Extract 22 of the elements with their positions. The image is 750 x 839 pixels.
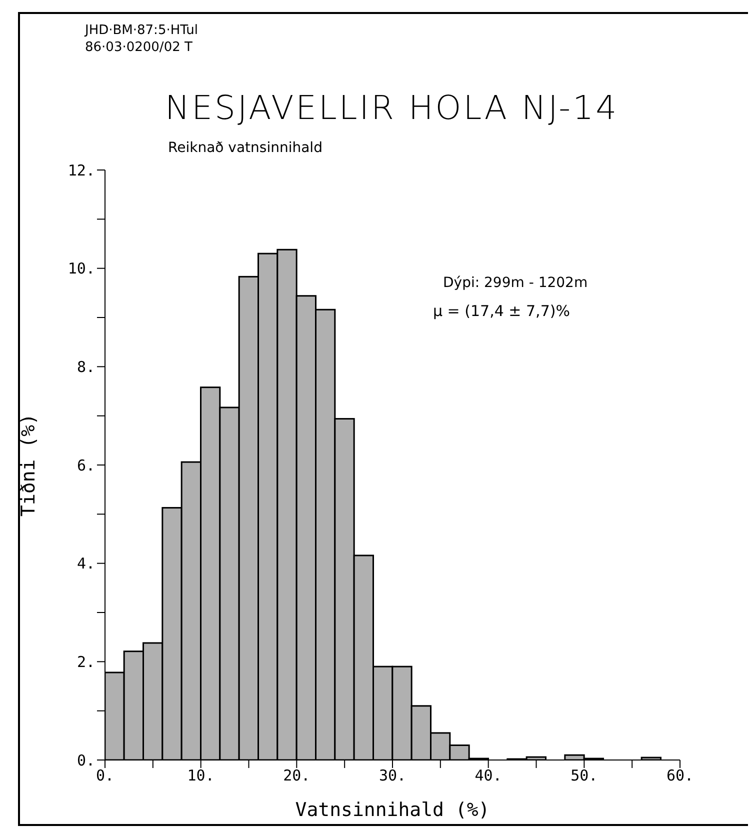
y-tick-label: 8. xyxy=(76,358,95,376)
x-tick-label: 10. xyxy=(187,766,214,785)
text: JHD·BM·87:5·HTul xyxy=(85,22,198,39)
x-tick-label: 0. xyxy=(96,766,114,785)
annotation: Dýpi: 299m - 1202m xyxy=(443,275,588,291)
chart-title: NESJAVELLIR HOLA NJ-14 xyxy=(165,88,619,127)
y-tick-label: 10. xyxy=(68,260,95,278)
chart-subtitle: Reiknað vatnsinnihald xyxy=(168,140,322,156)
x-tick-label: 20. xyxy=(283,766,310,785)
y-tick-label: 4. xyxy=(76,554,95,573)
y-axis-title: Tiðni (%) xyxy=(18,414,40,516)
x-tick-label: 30. xyxy=(378,766,406,785)
x-axis-title: Vatnsinnihald (%) xyxy=(295,799,490,821)
y-tick-label: 12. xyxy=(68,161,95,180)
x-tick-label: 40. xyxy=(474,766,502,785)
text: 86·03·0200/02 T xyxy=(85,39,194,56)
y-tick-label: 6. xyxy=(76,456,95,474)
y-tick-label: 2. xyxy=(76,652,95,671)
x-tick-label: 60. xyxy=(666,766,694,785)
x-tick-label: 50. xyxy=(570,766,598,785)
y-tick-label: 0. xyxy=(76,751,95,770)
annotation: μ = (17,4 ± 7,7)% xyxy=(433,302,570,320)
